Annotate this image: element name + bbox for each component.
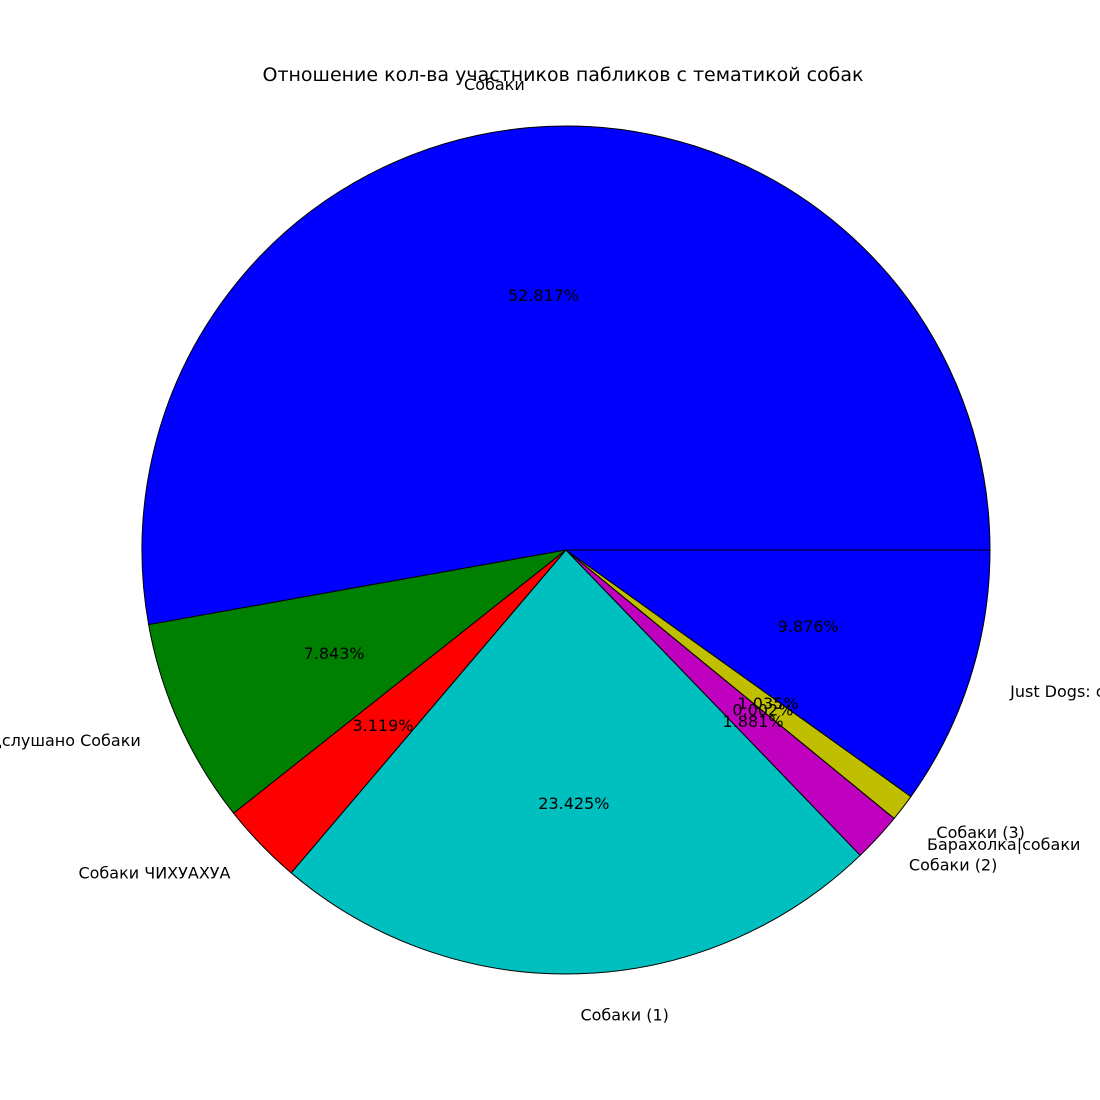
slice-percent-label: 3.119%: [352, 716, 413, 735]
chart-title: Отношение кол-ва участников пабликов с т…: [262, 64, 863, 86]
slice-percent-label: 1.881%: [723, 712, 784, 731]
slice-percent-label: 52.817%: [508, 286, 579, 305]
slice-percent-label: 1.035%: [738, 694, 799, 713]
slice-percent-label: 9.876%: [778, 617, 839, 636]
pie-slice: [565, 549, 991, 798]
pie-slice: [141, 125, 991, 626]
slice-label: Собаки (1): [580, 1006, 668, 1025]
slice-label: Собаки: [464, 75, 525, 94]
slice-label: Подслушано Собаки: [0, 731, 141, 750]
slice-label: Барахолка|собаки: [927, 835, 1080, 854]
pie-slice: [290, 549, 861, 975]
slice-percent-label: 7.843%: [304, 644, 365, 663]
slice-percent-label: 23.425%: [538, 794, 609, 813]
slice-label: Собаки (3): [936, 823, 1024, 842]
slice-percent-label: 0.002%: [732, 701, 793, 720]
pie-slice: [148, 549, 567, 814]
slice-labels: Собаки Подслушано Собаки Собаки ЧИХУАХУА Со…: [0, 75, 1100, 1025]
pie-slices: [141, 125, 991, 975]
slice-label: Собаки ЧИХУАХУА: [78, 863, 230, 882]
slice-label: Собаки (2): [909, 856, 997, 875]
slice-percent-labels: 52.817% 7.843% 3.119% 23.425% 1.881%0.002%1.…: [304, 286, 839, 813]
slice-label: Just Dogs: собаки: [1009, 682, 1100, 701]
